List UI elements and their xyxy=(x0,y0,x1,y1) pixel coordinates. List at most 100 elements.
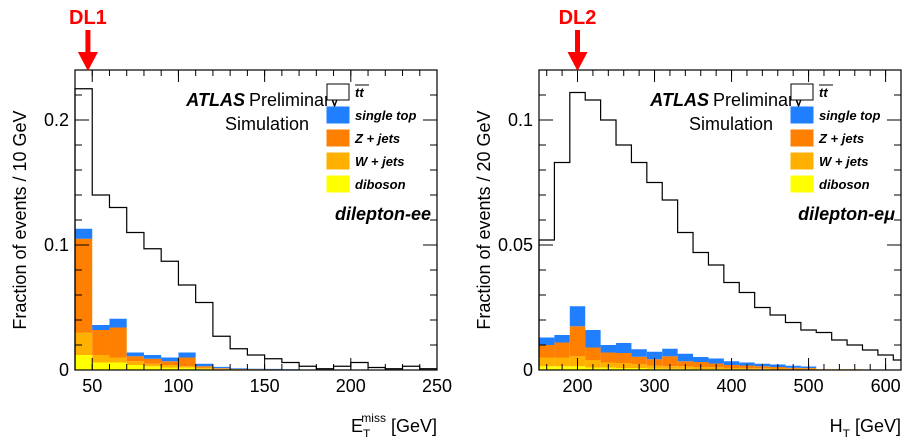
bar-single-top-9 xyxy=(678,354,693,362)
x-axis-label: HT [GeV] xyxy=(830,416,901,437)
bar-z-jets-3 xyxy=(127,356,144,361)
bar-w-jets-6 xyxy=(178,366,195,367)
simulation-label: Simulation xyxy=(225,114,309,134)
bar-w-jets-5 xyxy=(161,365,178,368)
legend-swatch xyxy=(327,107,349,123)
bar-single-top-3 xyxy=(127,353,144,357)
bar-single-top-5 xyxy=(616,343,631,353)
bar-diboson-0 xyxy=(75,355,92,370)
bar-single-top-9 xyxy=(230,368,247,369)
bar-single-top-0 xyxy=(539,338,554,346)
bar-z-jets-8 xyxy=(213,368,230,369)
bar-single-top-4 xyxy=(601,345,616,353)
bar-z-jets-5 xyxy=(161,361,178,365)
bar-z-jets-6 xyxy=(178,358,195,367)
legend-label: diboson xyxy=(819,177,870,192)
bar-w-jets-8 xyxy=(213,369,230,370)
cut-marker-arrowhead xyxy=(568,52,588,71)
bar-single-top-8 xyxy=(662,349,677,357)
x-tick-label: 50 xyxy=(82,376,102,396)
x-tick-label: 250 xyxy=(422,376,452,396)
bar-single-top-5 xyxy=(161,358,178,362)
legend: tt single top Z + jets W + jets diboson xyxy=(327,84,416,192)
bar-single-top-2 xyxy=(570,306,585,326)
bar-diboson-2 xyxy=(109,363,126,371)
stack-bars xyxy=(539,306,893,370)
x-tick-label: 100 xyxy=(163,376,193,396)
y-axis-label: Fraction of events / 10 GeV xyxy=(10,110,30,329)
bar-single-top-2 xyxy=(109,319,126,328)
bar-z-jets-7 xyxy=(196,366,213,367)
channel-label: dilepton-ee xyxy=(335,204,431,224)
y-tick-label: 0 xyxy=(523,360,533,380)
legend-swatch xyxy=(791,130,813,146)
cut-marker-arrowhead xyxy=(78,52,98,71)
bar-w-jets-1 xyxy=(92,355,109,363)
bar-diboson-3 xyxy=(127,365,144,370)
bar-z-jets-6 xyxy=(631,357,646,365)
bar-w-jets-0 xyxy=(75,333,92,356)
x-tick-label: 500 xyxy=(794,376,824,396)
bar-z-jets-2 xyxy=(570,326,585,356)
legend-label: tt xyxy=(819,85,828,100)
bar-diboson-1 xyxy=(92,363,109,371)
legend-swatch xyxy=(791,176,813,192)
legend-label: diboson xyxy=(355,177,406,192)
cut-marker: DL1 xyxy=(69,7,107,71)
legend-swatch xyxy=(327,84,349,100)
y-tick-label: 0 xyxy=(59,360,69,380)
bar-single-top-1 xyxy=(554,335,569,343)
y-tick-label: 0.2 xyxy=(44,110,69,130)
legend-label: Z + jets xyxy=(818,131,864,146)
legend-label: Z + jets xyxy=(354,131,400,146)
legend-swatch xyxy=(327,130,349,146)
preliminary-word: Preliminary xyxy=(713,90,803,110)
x-tick-label: 200 xyxy=(336,376,366,396)
bar-w-jets-7 xyxy=(196,368,213,369)
legend-swatch xyxy=(791,84,813,100)
x-tick-label: 400 xyxy=(717,376,747,396)
bar-w-jets-4 xyxy=(144,364,161,367)
bar-single-top-6 xyxy=(178,353,195,358)
x-axis-label-sup: miss xyxy=(361,411,386,425)
legend-swatch xyxy=(791,107,813,123)
bar-single-top-4 xyxy=(144,355,161,359)
x-tick-label: 300 xyxy=(640,376,670,396)
legend-swatch xyxy=(327,176,349,192)
bar-single-top-7 xyxy=(196,364,213,367)
legend-swatch xyxy=(327,153,349,169)
x-axis-label-unit: [GeV] xyxy=(386,416,437,436)
bar-z-jets-3 xyxy=(585,348,600,361)
legend-label: single top xyxy=(819,108,880,123)
x-axis-label: ETmiss [GeV] xyxy=(351,411,437,437)
bar-z-jets-0 xyxy=(539,345,554,358)
bar-w-jets-2 xyxy=(109,358,126,363)
legend-label: W + jets xyxy=(355,154,405,169)
atlas-word: ATLAS xyxy=(649,90,709,110)
legend-label: tt xyxy=(355,85,364,100)
bar-z-jets-0 xyxy=(75,239,92,333)
stack-bars xyxy=(75,229,368,370)
legend-label: single top xyxy=(355,108,416,123)
bar-single-top-3 xyxy=(585,330,600,348)
channel-label: dilepton-eμ xyxy=(798,204,895,224)
x-tick-label: 150 xyxy=(250,376,280,396)
preliminary-word: Preliminary xyxy=(249,90,339,110)
atlas-word: ATLAS xyxy=(185,90,245,110)
bar-single-top-8 xyxy=(213,367,230,368)
y-tick-label: 0.1 xyxy=(508,110,533,130)
bar-z-jets-1 xyxy=(92,330,109,355)
bar-z-jets-2 xyxy=(109,328,126,358)
y-axis-label: Fraction of events / 20 GeV xyxy=(474,110,494,329)
y-tick-label: 0.05 xyxy=(498,235,533,255)
x-tick-label: 600 xyxy=(871,376,901,396)
bar-z-jets-4 xyxy=(144,359,161,364)
